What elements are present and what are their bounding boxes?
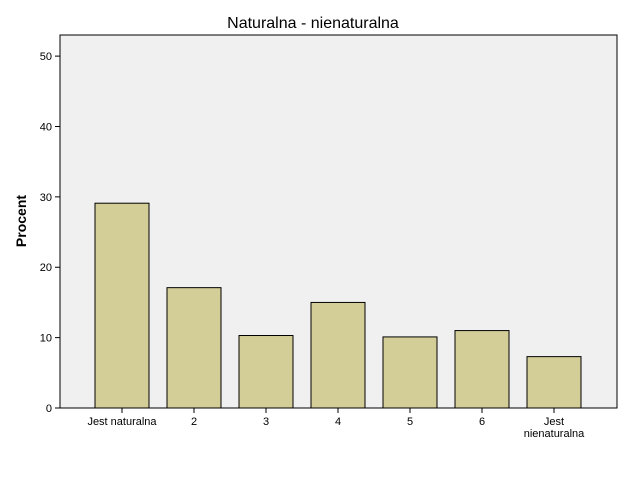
x-tick-label: Jest nienaturalna (524, 416, 585, 440)
bar (526, 356, 582, 409)
x-axis: Jest naturalna 2 3 4 5 6 Jest nienaturalna (87, 408, 585, 440)
x-tick-label-line: nienaturalna (524, 428, 585, 440)
bar (94, 202, 150, 409)
y-axis: 0 10 20 30 40 50 (40, 51, 60, 415)
x-tick-label: 3 (263, 416, 269, 428)
y-tick-label: 0 (46, 403, 52, 415)
y-tick-label: 50 (40, 51, 52, 63)
x-tick-label-line: 5 (407, 416, 413, 428)
bar (310, 301, 366, 409)
y-tick-label: 40 (40, 121, 52, 133)
x-tick-label-line: 2 (191, 416, 197, 428)
x-tick-label-line: 6 (479, 416, 485, 428)
x-tick-label: 2 (191, 416, 197, 428)
x-tick-label: 4 (335, 416, 341, 428)
y-axis-label: Procent (13, 195, 29, 247)
bar (382, 336, 438, 409)
bar (166, 287, 222, 409)
bars-group (94, 202, 582, 409)
x-tick-label: Jest naturalna (87, 416, 157, 428)
y-tick-label: 20 (40, 262, 52, 274)
y-tick-label: 10 (40, 333, 52, 345)
bar (454, 330, 510, 409)
x-tick-label: 5 (407, 416, 413, 428)
x-tick-label-line: Jest (544, 416, 564, 428)
chart-title: Naturalna - nienaturalna (227, 15, 399, 32)
x-tick-label-line: 3 (263, 416, 269, 428)
x-tick-label-line: 4 (335, 416, 341, 428)
x-tick-label: 6 (479, 416, 485, 428)
y-tick-label: 30 (40, 192, 52, 204)
bar (238, 335, 294, 409)
x-tick-label-line: Jest naturalna (87, 416, 157, 428)
